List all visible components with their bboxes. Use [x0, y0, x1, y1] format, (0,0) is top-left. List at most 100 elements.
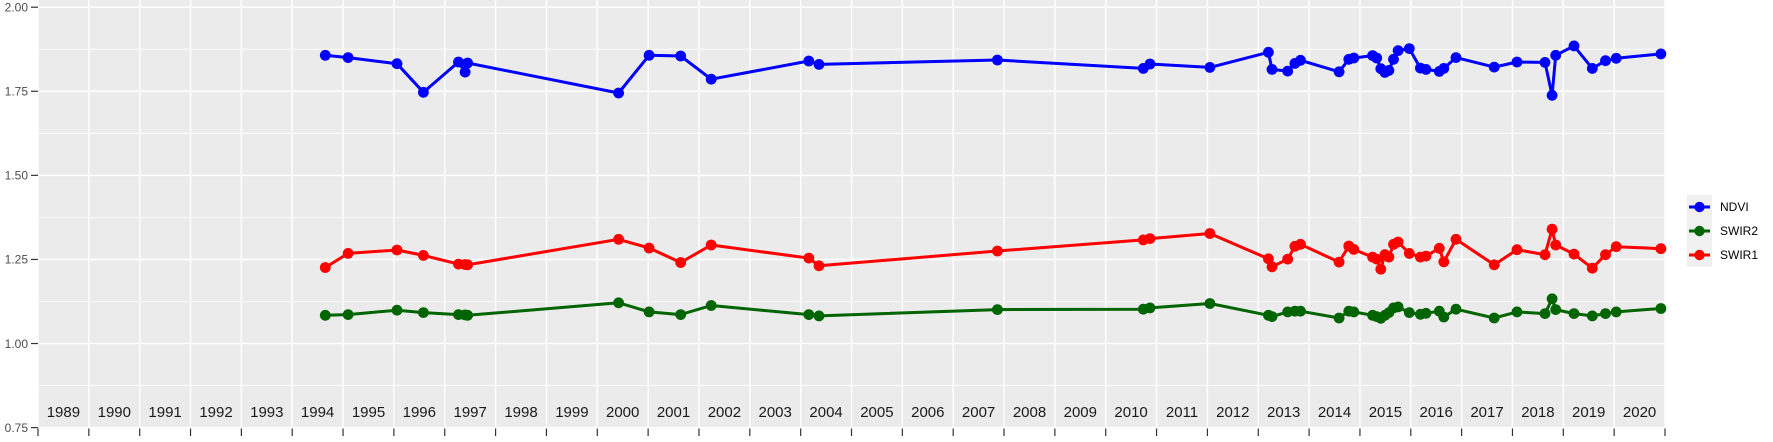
- data-point-swir2: [803, 309, 815, 320]
- legend-item-ndvi: NDVI: [1687, 195, 1758, 219]
- data-point-ndvi: [1438, 63, 1450, 74]
- data-point-swir2: [1348, 306, 1360, 318]
- data-point-swir1: [1204, 228, 1216, 239]
- data-point-swir2: [1438, 311, 1450, 323]
- data-point-ndvi: [391, 58, 403, 70]
- data-point-ndvi: [1144, 58, 1156, 70]
- y-axis-tick-label: 1.75: [5, 85, 29, 99]
- x-axis-year-label: 2019: [1572, 404, 1605, 421]
- data-point-swir1: [992, 245, 1003, 257]
- data-point-ndvi: [1371, 52, 1383, 64]
- data-point-swir2: [1420, 307, 1432, 319]
- data-point-ndvi: [1348, 52, 1360, 64]
- data-point-ndvi: [1420, 64, 1432, 75]
- data-point-swir1: [1488, 259, 1500, 271]
- data-point-ndvi: [1450, 52, 1462, 63]
- data-point-swir1: [1392, 236, 1404, 248]
- data-point-ndvi: [643, 49, 655, 61]
- data-point-swir2: [613, 297, 624, 309]
- data-point-swir1: [1433, 242, 1445, 254]
- data-point-swir1: [705, 239, 717, 251]
- x-axis-year-label: 1997: [454, 404, 487, 421]
- x-axis-year-label: 2005: [860, 404, 893, 421]
- data-point-swir1: [1383, 251, 1395, 263]
- data-point-ndvi: [1568, 40, 1580, 52]
- x-axis-year-label: 2017: [1470, 404, 1503, 421]
- data-point-swir1: [1546, 223, 1558, 235]
- data-point-ndvi: [1383, 65, 1395, 76]
- legend-label: SWIR2: [1720, 224, 1759, 238]
- x-axis-year-label: 1998: [504, 404, 537, 421]
- x-axis-year-label: 1989: [47, 404, 80, 421]
- x-axis-year-label: 2001: [657, 404, 690, 421]
- data-point-ndvi: [813, 59, 825, 70]
- data-point-swir2: [1144, 302, 1156, 314]
- data-point-ndvi: [1539, 57, 1551, 68]
- data-point-swir1: [1568, 248, 1580, 260]
- y-axis-tick-label: 1.25: [5, 253, 29, 267]
- x-axis-year-label: 2004: [809, 404, 842, 421]
- data-point-ndvi: [453, 56, 464, 68]
- data-point-swir2: [1392, 301, 1404, 313]
- data-point-ndvi: [342, 52, 354, 63]
- data-point-swir1: [675, 257, 687, 268]
- data-point-swir1: [1371, 253, 1383, 265]
- data-point-swir2: [462, 309, 473, 321]
- data-point-swir2: [1333, 312, 1345, 324]
- data-point-swir2: [705, 300, 717, 311]
- data-point-swir1: [1539, 249, 1551, 261]
- data-point-swir1: [1403, 248, 1415, 259]
- data-point-ndvi: [1333, 66, 1345, 78]
- x-axis-year-label: 2000: [606, 404, 639, 421]
- data-point-swir1: [1266, 261, 1278, 273]
- data-point-swir2: [342, 309, 354, 320]
- x-axis-year-label: 2014: [1318, 404, 1351, 421]
- legend: NDVI SWIR2 SWIR1: [1687, 195, 1758, 267]
- x-axis-year-label: 2009: [1064, 404, 1097, 421]
- data-point-swir1: [803, 252, 815, 264]
- data-point-swir1: [1586, 262, 1598, 274]
- data-point-ndvi: [1282, 65, 1294, 77]
- data-point-swir2: [813, 310, 825, 322]
- data-point-ndvi: [803, 55, 815, 67]
- x-axis-year-label: 2003: [759, 404, 792, 421]
- x-axis-year-label: 2015: [1369, 404, 1402, 421]
- x-axis-year-label: 2008: [1013, 404, 1046, 421]
- data-point-swir1: [1375, 263, 1387, 275]
- x-axis-year-label: 1991: [148, 404, 181, 421]
- x-axis-year-label: 1996: [403, 404, 436, 421]
- data-point-swir1: [319, 262, 331, 273]
- x-axis-year-label: 2016: [1420, 404, 1453, 421]
- legend-key-ndvi-icon: [1687, 195, 1712, 219]
- data-point-ndvi: [1586, 63, 1598, 74]
- data-point-ndvi: [319, 49, 331, 61]
- data-point-ndvi: [1550, 49, 1562, 61]
- data-point-ndvi: [705, 73, 717, 85]
- data-point-swir2: [1600, 308, 1611, 319]
- legend-label: NDVI: [1720, 200, 1749, 214]
- data-point-ndvi: [613, 87, 624, 99]
- data-point-swir1: [342, 248, 354, 259]
- data-point-ndvi: [1263, 46, 1274, 58]
- data-point-ndvi: [675, 50, 687, 62]
- data-point-swir2: [1450, 303, 1462, 315]
- x-axis-year-label: 2011: [1166, 404, 1198, 421]
- data-point-swir1: [1610, 241, 1622, 253]
- data-point-swir1: [1550, 239, 1562, 251]
- x-axis-year-label: 2018: [1521, 404, 1554, 421]
- data-point-swir2: [1204, 298, 1216, 309]
- data-point-swir2: [1403, 307, 1415, 318]
- data-point-swir1: [1450, 233, 1462, 245]
- data-point-ndvi: [459, 66, 471, 78]
- x-axis-year-label: 2013: [1267, 404, 1300, 421]
- data-point-swir2: [1550, 304, 1562, 315]
- data-point-swir1: [1600, 249, 1611, 261]
- data-point-swir2: [1295, 305, 1306, 317]
- data-point-swir2: [1546, 293, 1558, 305]
- x-axis-year-label: 1999: [555, 404, 588, 421]
- data-point-swir2: [1568, 308, 1580, 319]
- y-axis-tick-label: 1.50: [5, 169, 29, 183]
- data-point-swir1: [1144, 233, 1156, 245]
- x-axis-year-label: 2002: [708, 404, 741, 421]
